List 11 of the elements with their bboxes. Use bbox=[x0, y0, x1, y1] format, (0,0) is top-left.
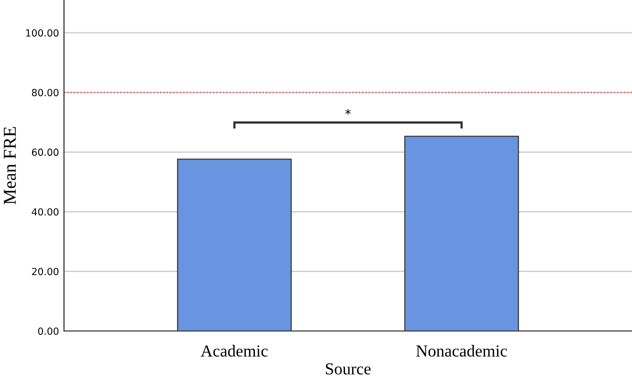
x-tick-label: Nonacademic bbox=[416, 344, 507, 357]
y-axis-title: Mean FRE bbox=[4, 127, 16, 204]
y-tick-label: 40.00 bbox=[32, 208, 58, 216]
y-tick-label: 0.00 bbox=[38, 327, 58, 335]
annotation: * bbox=[345, 108, 351, 115]
x-tick-label: Academic bbox=[200, 344, 268, 357]
y-tick-label: 80.00 bbox=[32, 88, 58, 96]
y-tick-label: 100.00 bbox=[26, 29, 58, 37]
y-tick-label: 20.00 bbox=[32, 268, 58, 276]
y-tick-label: 60.00 bbox=[32, 148, 58, 156]
x-axis-title: Source bbox=[326, 363, 371, 375]
